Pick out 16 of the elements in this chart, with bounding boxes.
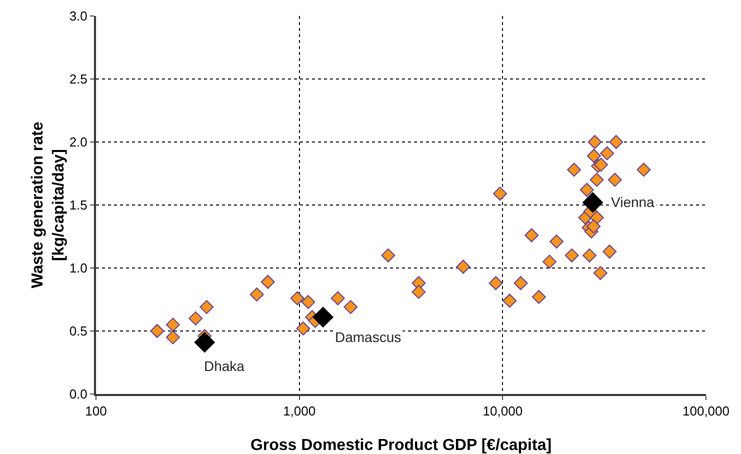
y-axis-title: Waste generation rate [kg/capita/day]: [30, 122, 68, 288]
x-tick-label: 100,000: [682, 404, 730, 419]
y-tick-label: 0.0: [69, 386, 88, 402]
y-tick-label: 1.0: [69, 260, 88, 276]
annotation: Vienna: [611, 194, 655, 210]
annotation: Dhaka: [204, 358, 245, 374]
y-tick-label: 1.5: [69, 198, 88, 213]
y-tick-label: 3.0: [69, 8, 88, 24]
x-tick-label: 1,000: [283, 404, 316, 419]
x-axis-title: Gross Domestic Product GDP [€/capita]: [250, 437, 552, 454]
annotation: Damascus: [335, 329, 402, 345]
y-tick-label: 0.5: [69, 324, 88, 339]
x-tick-label: 10,000: [482, 404, 523, 419]
x-tick-label: 100: [85, 404, 107, 419]
y-tick-label: 2.5: [69, 72, 88, 87]
y-tick-label: 2.0: [69, 134, 88, 150]
